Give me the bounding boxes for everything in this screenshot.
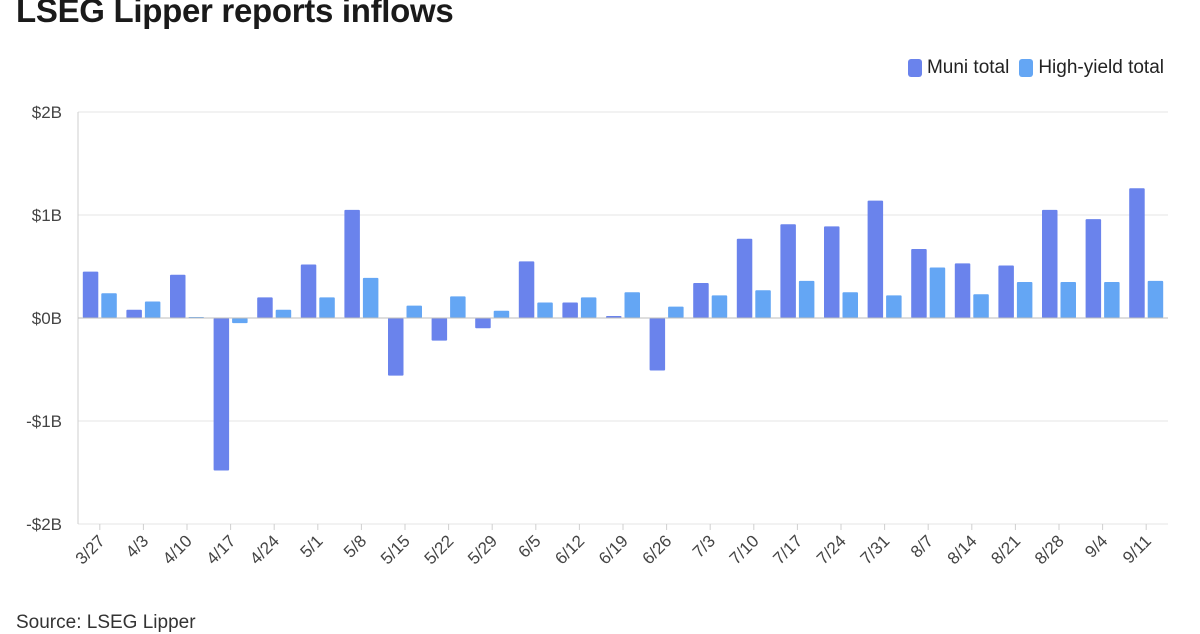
- x-tick-label: 4/3: [122, 531, 152, 561]
- bar-muni: [780, 224, 796, 318]
- bar-muni: [1129, 188, 1145, 318]
- bar-muni: [606, 315, 622, 318]
- x-tick-label: 8/28: [1031, 531, 1068, 568]
- bar-muni: [126, 309, 142, 318]
- x-tick-label: 8/7: [907, 531, 937, 561]
- legend-label-muni: Muni total: [926, 57, 1010, 78]
- legend-item-muni[interactable]: Muni total: [907, 57, 1010, 79]
- bar-muni: [257, 297, 273, 318]
- x-tick-label: 9/11: [1119, 531, 1155, 567]
- x-tick-label: 7/10: [726, 531, 763, 568]
- bar-high-yield: [232, 318, 248, 324]
- legend: Muni total High-yield total: [907, 57, 1164, 79]
- x-tick-label: 7/17: [769, 531, 806, 568]
- bar-high-yield: [755, 290, 771, 318]
- bar-high-yield: [842, 292, 858, 318]
- bar-high-yield: [798, 280, 815, 318]
- bar-high-yield: [1147, 280, 1164, 318]
- bar-muni: [649, 318, 666, 371]
- bar-high-yield: [886, 295, 902, 318]
- x-tick-label: 4/10: [159, 531, 196, 568]
- x-tick-label: 7/31: [857, 531, 894, 568]
- y-tick-label: $0B: [32, 309, 62, 328]
- legend-swatch-high-yield: [1019, 59, 1034, 77]
- bar-muni: [82, 271, 99, 318]
- source-note: Source: LSEG Lipper: [16, 612, 196, 633]
- legend-item-high-yield[interactable]: High-yield total: [1019, 57, 1164, 79]
- bar-muni: [562, 302, 578, 318]
- bar-muni: [824, 226, 840, 318]
- bar-muni: [1042, 209, 1058, 318]
- x-tick-label: 5/29: [464, 531, 501, 568]
- bar-muni: [344, 209, 360, 318]
- x-tick-label: 8/14: [944, 531, 981, 568]
- bar-muni: [170, 274, 186, 318]
- bar-muni: [693, 282, 709, 318]
- bar-high-yield: [1016, 281, 1033, 318]
- bar-muni: [518, 261, 535, 318]
- x-tick-label: 5/8: [340, 531, 370, 561]
- x-tick-label: 5/22: [421, 531, 458, 568]
- bar-muni: [736, 238, 753, 318]
- x-tick-label: 4/17: [203, 531, 240, 568]
- chart-title: LSEG Lipper reports inflows: [16, 0, 454, 29]
- bar-high-yield: [1060, 281, 1076, 318]
- bar-muni: [388, 318, 404, 376]
- x-tick-label: 6/19: [595, 531, 632, 568]
- bar-muni: [300, 264, 317, 318]
- y-tick-label: $2B: [32, 103, 62, 122]
- bar-high-yield: [101, 293, 117, 318]
- bar-muni: [475, 318, 491, 329]
- bar-muni: [431, 318, 448, 341]
- legend-swatch-muni: [907, 59, 922, 77]
- bar-high-yield: [624, 292, 640, 318]
- bar-high-yield: [450, 296, 466, 318]
- y-tick-label: $1B: [32, 206, 62, 225]
- bar-muni: [213, 318, 230, 471]
- bar-muni: [911, 248, 927, 318]
- legend-label-high-yield: High-yield total: [1038, 57, 1164, 78]
- x-tick-label: 4/24: [246, 531, 283, 568]
- bar-high-yield: [537, 302, 553, 318]
- bar-muni: [1085, 219, 1102, 318]
- x-tick-label: 6/12: [551, 531, 588, 568]
- bar-muni: [998, 265, 1014, 318]
- bar-high-yield: [493, 310, 510, 318]
- bar-high-yield: [362, 277, 379, 318]
- bar-high-yield: [144, 301, 161, 318]
- bar-high-yield: [580, 297, 597, 318]
- x-tick-label: 5/15: [377, 531, 414, 568]
- x-tick-label: 6/5: [514, 531, 544, 561]
- bar-high-yield: [973, 294, 989, 318]
- y-tick-label: -$1B: [26, 412, 62, 431]
- x-tick-label: 6/26: [639, 531, 676, 568]
- x-tick-label: 5/1: [296, 531, 326, 561]
- bar-high-yield: [319, 297, 335, 318]
- x-tick-label: 3/27: [72, 531, 109, 568]
- x-tick-label: 9/4: [1081, 531, 1111, 561]
- bar-high-yield: [406, 305, 422, 318]
- bar-high-yield: [275, 309, 292, 318]
- bar-high-yield: [1104, 281, 1120, 318]
- bar-high-yield: [711, 295, 728, 318]
- y-tick-label: -$2B: [26, 515, 62, 534]
- x-tick-label: 7/24: [813, 531, 850, 568]
- bar-muni: [867, 200, 884, 318]
- bar-muni: [954, 263, 971, 318]
- bar-high-yield: [668, 306, 684, 318]
- x-tick-label: 7/3: [689, 531, 719, 561]
- x-tick-label: 8/21: [987, 531, 1024, 568]
- bar-high-yield: [929, 267, 946, 318]
